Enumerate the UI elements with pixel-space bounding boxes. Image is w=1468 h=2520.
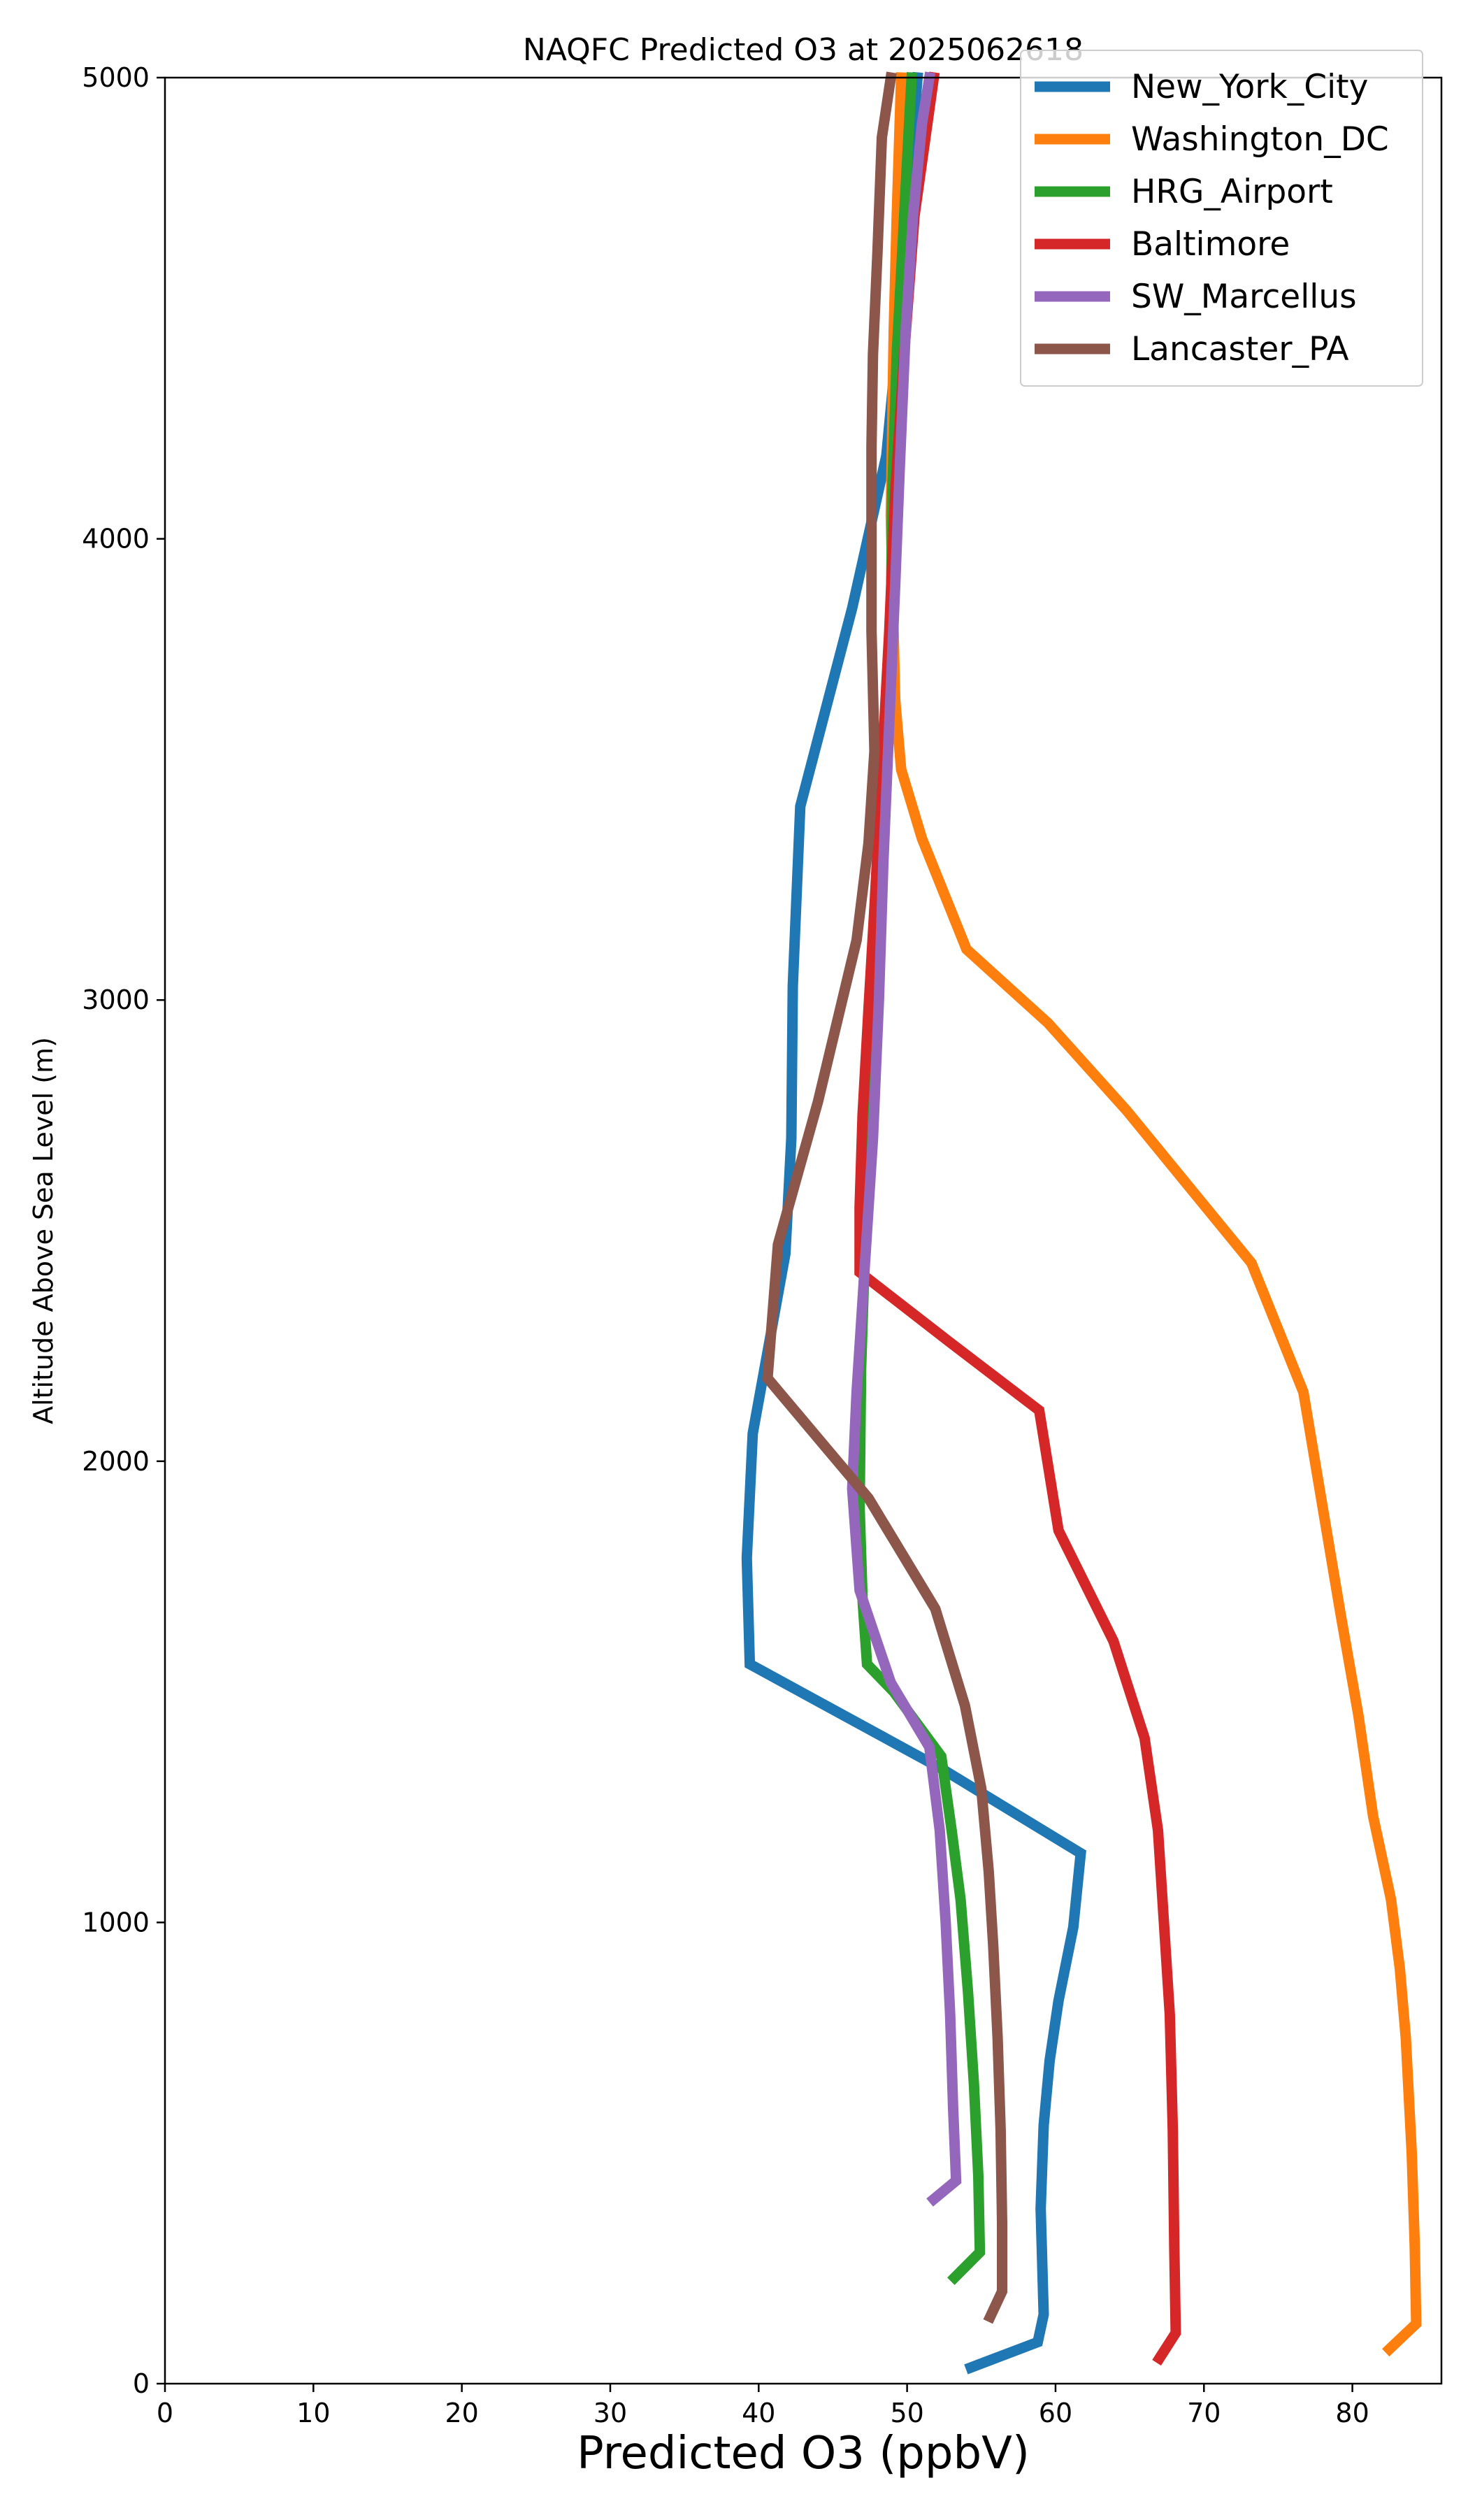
legend-box	[1020, 50, 1423, 387]
x-axis-ticks: 0 10 20 30 40 50 60 70 80	[157, 2384, 1369, 2428]
x-axis-label: Predicted O3 (ppbV)	[577, 2428, 1030, 2479]
y-tick-label: 1000	[82, 1907, 150, 1938]
y-tick-label: 0	[133, 2368, 150, 2399]
x-tick-label: 10	[296, 2398, 330, 2428]
x-tick-label: 0	[157, 2398, 173, 2428]
y-tick-label: 2000	[82, 1446, 150, 1477]
legend: New_York_City Washington_DC HRG_Airport Bal…	[1020, 50, 1423, 387]
legend-label: SW_Marcellus	[1131, 278, 1357, 316]
y-axis-ticks: 0 1000 2000 3000 4000 5000	[82, 62, 165, 2399]
series-line-lancaster-pa	[762, 71, 1007, 2324]
series-layer	[741, 71, 1422, 2375]
legend-label: Baltimore	[1131, 225, 1290, 264]
legend-label: Washington_DC	[1131, 120, 1389, 159]
legend-items: New_York_City Washington_DC HRG_Airport Bal…	[1035, 68, 1389, 368]
y-tick-label: 4000	[82, 524, 150, 554]
x-tick-label: 60	[1039, 2398, 1072, 2428]
plot-frame	[164, 76, 1443, 2385]
x-tick-label: 20	[445, 2398, 478, 2428]
y-tick-label: 5000	[82, 62, 150, 93]
y-tick-label: 3000	[82, 985, 150, 1015]
x-tick-label: 50	[890, 2398, 923, 2428]
y-axis-label: Altitude Above Sea Level (m)	[28, 1037, 59, 1424]
legend-label: HRG_Airport	[1131, 173, 1333, 211]
x-tick-label: 80	[1335, 2398, 1369, 2428]
legend-label: New_York_City	[1131, 68, 1368, 106]
x-tick-label: 30	[593, 2398, 627, 2428]
x-tick-label: 40	[742, 2398, 775, 2428]
series-line-sw-marcellus	[847, 71, 962, 2207]
legend-label: Lancaster_PA	[1131, 330, 1349, 368]
x-tick-label: 70	[1187, 2398, 1221, 2428]
chart-title: NAQFC Predicted O3 at 2025062618	[523, 32, 1084, 68]
